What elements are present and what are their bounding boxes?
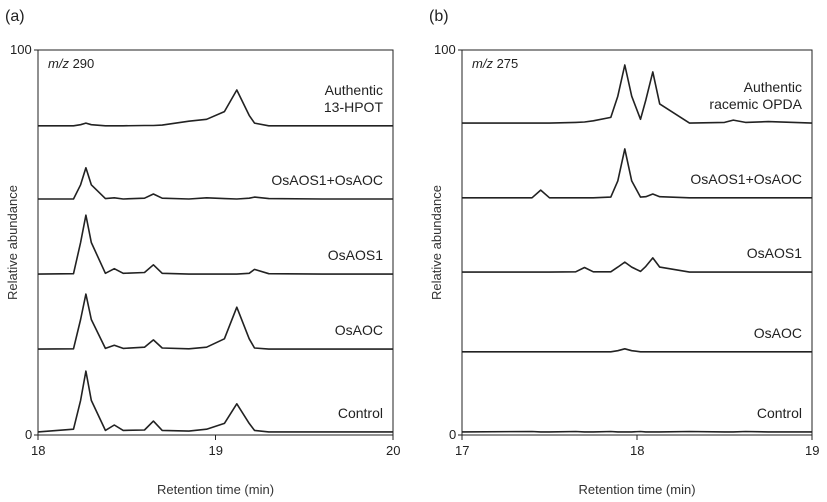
x-tick-label: 17 <box>455 443 470 458</box>
trace <box>37 370 393 433</box>
x-axis-label: Retention time (min) <box>578 482 696 497</box>
ion-label: m/z 275 <box>472 56 519 71</box>
panel-label: (a) <box>5 8 25 25</box>
ion-label: m/z 290 <box>48 56 95 71</box>
trace-label: Authentic 13-HPOT <box>323 81 383 115</box>
trace <box>462 348 812 353</box>
trace-label: OsAOS1+OsAOC <box>271 172 383 188</box>
y-tick-label: 100 <box>10 42 32 57</box>
trace-label: Control <box>756 404 802 421</box>
panel-label: (b) <box>429 8 449 25</box>
x-tick-label: 18 <box>630 443 645 458</box>
trace <box>38 89 393 127</box>
y-tick-label: 0 <box>449 427 457 442</box>
trace-label: Control <box>337 404 383 421</box>
x-axis-label: Retention time (min) <box>157 482 275 497</box>
trace-label: OsAOS1 <box>327 247 383 264</box>
trace-label: Authentic racemic OPDA <box>709 79 802 113</box>
trace <box>37 214 393 275</box>
trace <box>38 167 393 200</box>
trace <box>462 257 812 273</box>
y-tick-label: 100 <box>434 42 456 57</box>
trace <box>37 293 393 350</box>
y-tick-label: 0 <box>25 427 33 442</box>
trace <box>462 64 813 124</box>
y-axis-label: Relative abundance <box>4 184 20 300</box>
y-axis-label: Relative abundance <box>428 184 444 300</box>
trace-label: OsAOC <box>753 324 802 341</box>
x-tick-label: 20 <box>386 443 401 458</box>
x-tick-label: 19 <box>208 443 223 458</box>
x-tick-label: 19 <box>805 443 820 458</box>
trace-label: OsAOC <box>334 322 383 339</box>
x-tick-label: 18 <box>31 443 46 458</box>
trace-label: OsAOS1 <box>746 245 802 262</box>
trace <box>462 148 812 199</box>
trace-label: OsAOS1+OsAOC <box>690 170 802 187</box>
